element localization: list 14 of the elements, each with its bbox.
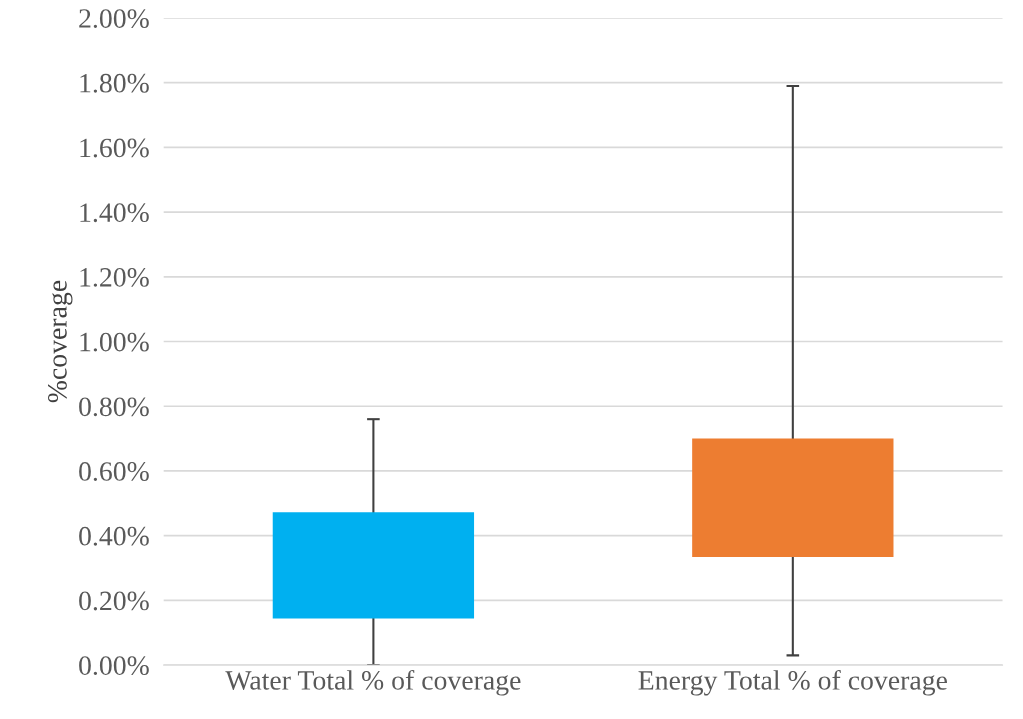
y-tick-label: 1.60% xyxy=(80,138,149,158)
y-tick-label: 0.60% xyxy=(79,462,149,481)
y-tick-label: 2.00% xyxy=(79,9,149,29)
y-tick-label: 0.20% xyxy=(79,591,149,611)
y-tick-label: 0.00% xyxy=(79,656,149,676)
y-tick-label: 1.80% xyxy=(80,73,149,93)
y-tick-label: 1.40% xyxy=(80,203,149,223)
y-tick-label: 1.00% xyxy=(80,332,149,352)
y-tick-label: 0.40% xyxy=(79,526,149,546)
x-tick-label: Energy Total % of coverage xyxy=(638,669,947,696)
y-tick-label: 0.80% xyxy=(79,397,149,417)
x-tick-label: Water Total % of coverage xyxy=(225,669,521,696)
y-tick-label: 1.20% xyxy=(80,267,149,287)
y-axis-title: %coverage xyxy=(48,280,73,403)
